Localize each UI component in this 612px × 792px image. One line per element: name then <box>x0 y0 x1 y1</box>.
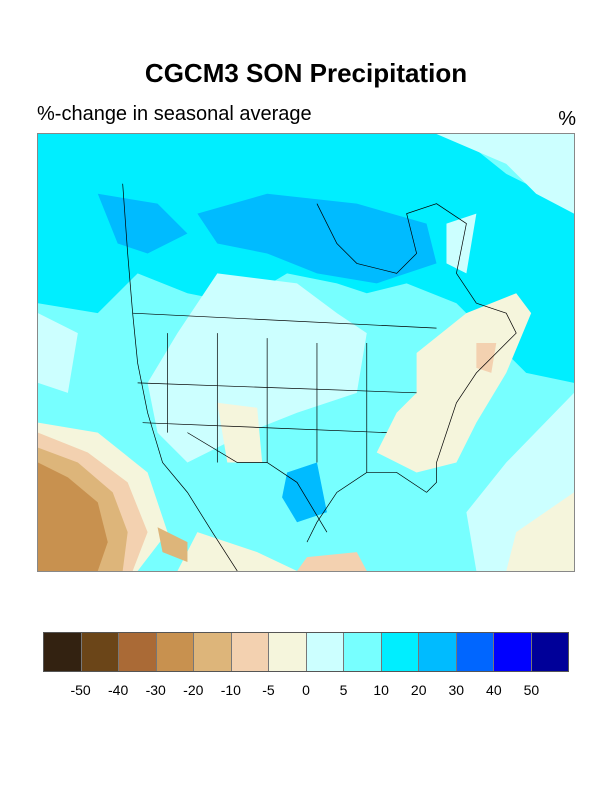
colorbar-swatch <box>231 633 269 671</box>
colorbar-swatch <box>306 633 344 671</box>
colorbar-label: -5 <box>262 682 275 698</box>
colorbar-swatch <box>381 633 419 671</box>
colorbar-swatch <box>494 633 532 671</box>
colorbar-label: 10 <box>373 682 389 698</box>
precipitation-change-map <box>37 133 575 572</box>
colorbar-swatch <box>269 633 307 671</box>
region-5-10 <box>38 134 574 571</box>
colorbar-swatch <box>456 633 494 671</box>
region-neg20-neg10 <box>38 462 108 571</box>
colorbar-label: -50 <box>70 682 91 698</box>
colorbar-label: -40 <box>108 682 129 698</box>
left-subtitle: %-change in seasonal average <box>37 103 312 125</box>
colorbar-label: 20 <box>410 682 427 698</box>
colorbar <box>43 632 569 672</box>
colorbar-label: 50 <box>523 682 540 698</box>
colorbar-label: 40 <box>486 682 502 698</box>
colorbar-label: -30 <box>145 682 166 698</box>
region-30-40-north <box>97 193 437 284</box>
coastlines-and-borders <box>122 183 517 571</box>
colorbar-swatch <box>44 633 82 671</box>
colorbar-swatch <box>194 633 232 671</box>
colorbar-label: 5 <box>339 682 348 698</box>
plot-title: CGCM3 SON Precipitation <box>144 58 468 88</box>
colorbar-label: -10 <box>220 682 241 698</box>
colorbar-label: 0 <box>302 682 310 698</box>
region-0-5 <box>38 293 574 571</box>
colorbar-swatch <box>419 633 457 671</box>
region-30-40-south <box>282 462 327 523</box>
colorbar-labels: -50 -40 -30 -20 -10 -5 0 5 10 20 30 40 50 <box>0 682 612 702</box>
colorbar-swatch <box>344 633 382 671</box>
colorbar-swatch <box>531 633 568 671</box>
colorbar-swatch <box>119 633 157 671</box>
colorbar-label: -20 <box>183 682 204 698</box>
units-label: % <box>558 108 576 130</box>
colorbar-label: 30 <box>448 682 465 698</box>
colorbar-swatch <box>156 633 194 671</box>
colorbar-swatch <box>81 633 119 671</box>
